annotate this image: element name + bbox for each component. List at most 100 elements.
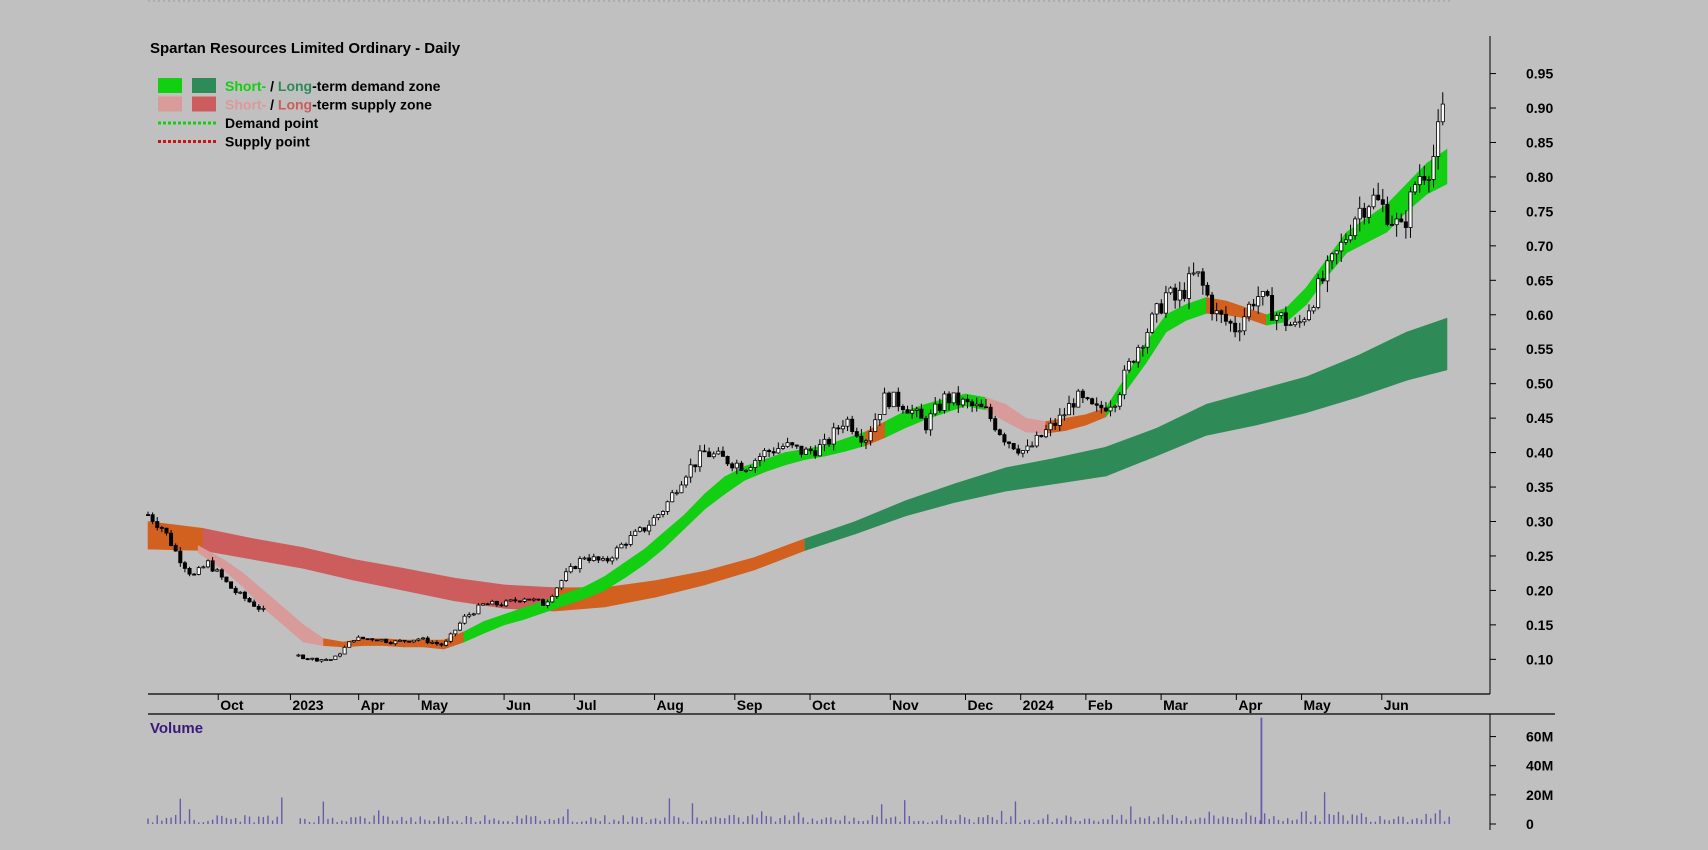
candle-body	[1270, 295, 1275, 321]
candle-body	[187, 568, 192, 575]
candle-body	[933, 403, 938, 415]
candle-body	[808, 448, 813, 452]
candle-body	[1030, 445, 1035, 448]
x-tick-label: 2023	[292, 697, 323, 713]
candle-body	[859, 435, 864, 443]
candle-body	[937, 403, 942, 411]
short-zone-segment	[323, 638, 344, 648]
candle-body	[1228, 320, 1233, 324]
candle-body	[1214, 310, 1219, 315]
y-tick-label: 0.25	[1526, 548, 1553, 564]
candle-body	[1177, 289, 1182, 301]
candle-body	[1283, 312, 1288, 326]
legend-label: Demand point	[225, 115, 319, 131]
candle-body	[1057, 414, 1062, 426]
candle-body	[873, 419, 878, 432]
candle-body	[238, 591, 243, 594]
candle-body	[256, 605, 261, 610]
candle-body	[485, 603, 490, 606]
long-zone-segment	[1356, 331, 1408, 398]
candle-body	[942, 393, 947, 411]
y-tick-label: 0.10	[1526, 651, 1553, 667]
candle-body	[864, 440, 869, 443]
candle-body	[1154, 303, 1159, 315]
candle-body	[416, 638, 421, 641]
y-tick-label: 0.90	[1526, 100, 1553, 116]
candle-body	[780, 446, 785, 449]
candle-body	[1025, 445, 1030, 451]
candle-body	[1357, 207, 1362, 220]
long-zone-segment	[804, 521, 856, 551]
candle-body	[1034, 434, 1039, 447]
price-layer	[145, 92, 1445, 663]
candle-body	[1219, 310, 1224, 315]
x-tick-label: Apr	[361, 697, 386, 713]
short-zone-segment	[1226, 300, 1247, 319]
candle-body	[1007, 441, 1012, 444]
candle-body	[739, 462, 744, 471]
candle-body	[1071, 403, 1076, 408]
candle-body	[550, 595, 555, 603]
candle-body	[554, 587, 559, 597]
candle-body	[1426, 179, 1431, 181]
candle-body	[361, 636, 366, 640]
candle-body	[1099, 404, 1104, 409]
candle-body	[1293, 321, 1298, 326]
candle-body	[178, 550, 183, 564]
short-zone-segment	[483, 614, 505, 634]
candle-body	[877, 414, 882, 421]
short-zone-segment	[664, 513, 685, 549]
candle-body	[252, 601, 257, 607]
y-tick-label: 0.55	[1526, 341, 1553, 357]
candle-body	[393, 640, 398, 645]
candle-body	[573, 566, 578, 570]
candle-body	[1390, 223, 1395, 226]
candle-body	[827, 438, 832, 445]
long-zone-segment	[1105, 428, 1157, 477]
candle-body	[425, 637, 430, 644]
candle-body	[919, 408, 924, 419]
candle-body	[679, 484, 684, 494]
candle-body	[868, 431, 873, 442]
candle-body	[605, 558, 610, 562]
candle-body	[1085, 397, 1090, 400]
legend-label-part: Long	[278, 78, 312, 94]
candle-body	[730, 463, 735, 469]
candle-body	[956, 392, 961, 406]
candle-body	[347, 641, 352, 648]
short-zone-segment	[443, 631, 465, 650]
candle-body	[637, 527, 642, 532]
candle-body	[541, 599, 546, 606]
candle-body	[1122, 369, 1127, 396]
legend-label-part: -term demand zone	[312, 78, 441, 94]
candle-body	[674, 492, 679, 495]
candle-body	[1403, 221, 1408, 228]
long-zone-segment	[704, 556, 756, 586]
candle-body	[1376, 194, 1381, 201]
long-zone-segment	[353, 559, 405, 591]
candle-body	[1353, 218, 1358, 237]
short-zone-segment	[1085, 407, 1107, 426]
legend-swatch-short	[158, 96, 182, 112]
short-zone-segment	[704, 476, 726, 510]
candle-body	[582, 557, 587, 560]
candle-body	[762, 450, 767, 457]
x-tick-label: Feb	[1088, 697, 1113, 713]
candle-body	[173, 545, 178, 552]
legend-swatch-long	[192, 96, 216, 112]
legend-swatch-long	[192, 78, 216, 93]
candle-body	[1136, 346, 1141, 363]
legend-label-part: Short-	[225, 78, 267, 94]
candle-body	[1145, 332, 1150, 348]
candle-body	[587, 557, 592, 561]
candle-body	[407, 640, 412, 643]
candle-body	[753, 459, 758, 468]
candle-body	[467, 614, 472, 617]
x-tick-label: Sep	[737, 697, 763, 713]
candle-body	[979, 403, 984, 408]
x-tick-label: Aug	[657, 697, 684, 713]
candle-body	[1297, 321, 1302, 324]
long-zone-segment	[253, 538, 304, 569]
candle-body	[1385, 203, 1390, 225]
short-zone-segment	[1065, 414, 1087, 431]
